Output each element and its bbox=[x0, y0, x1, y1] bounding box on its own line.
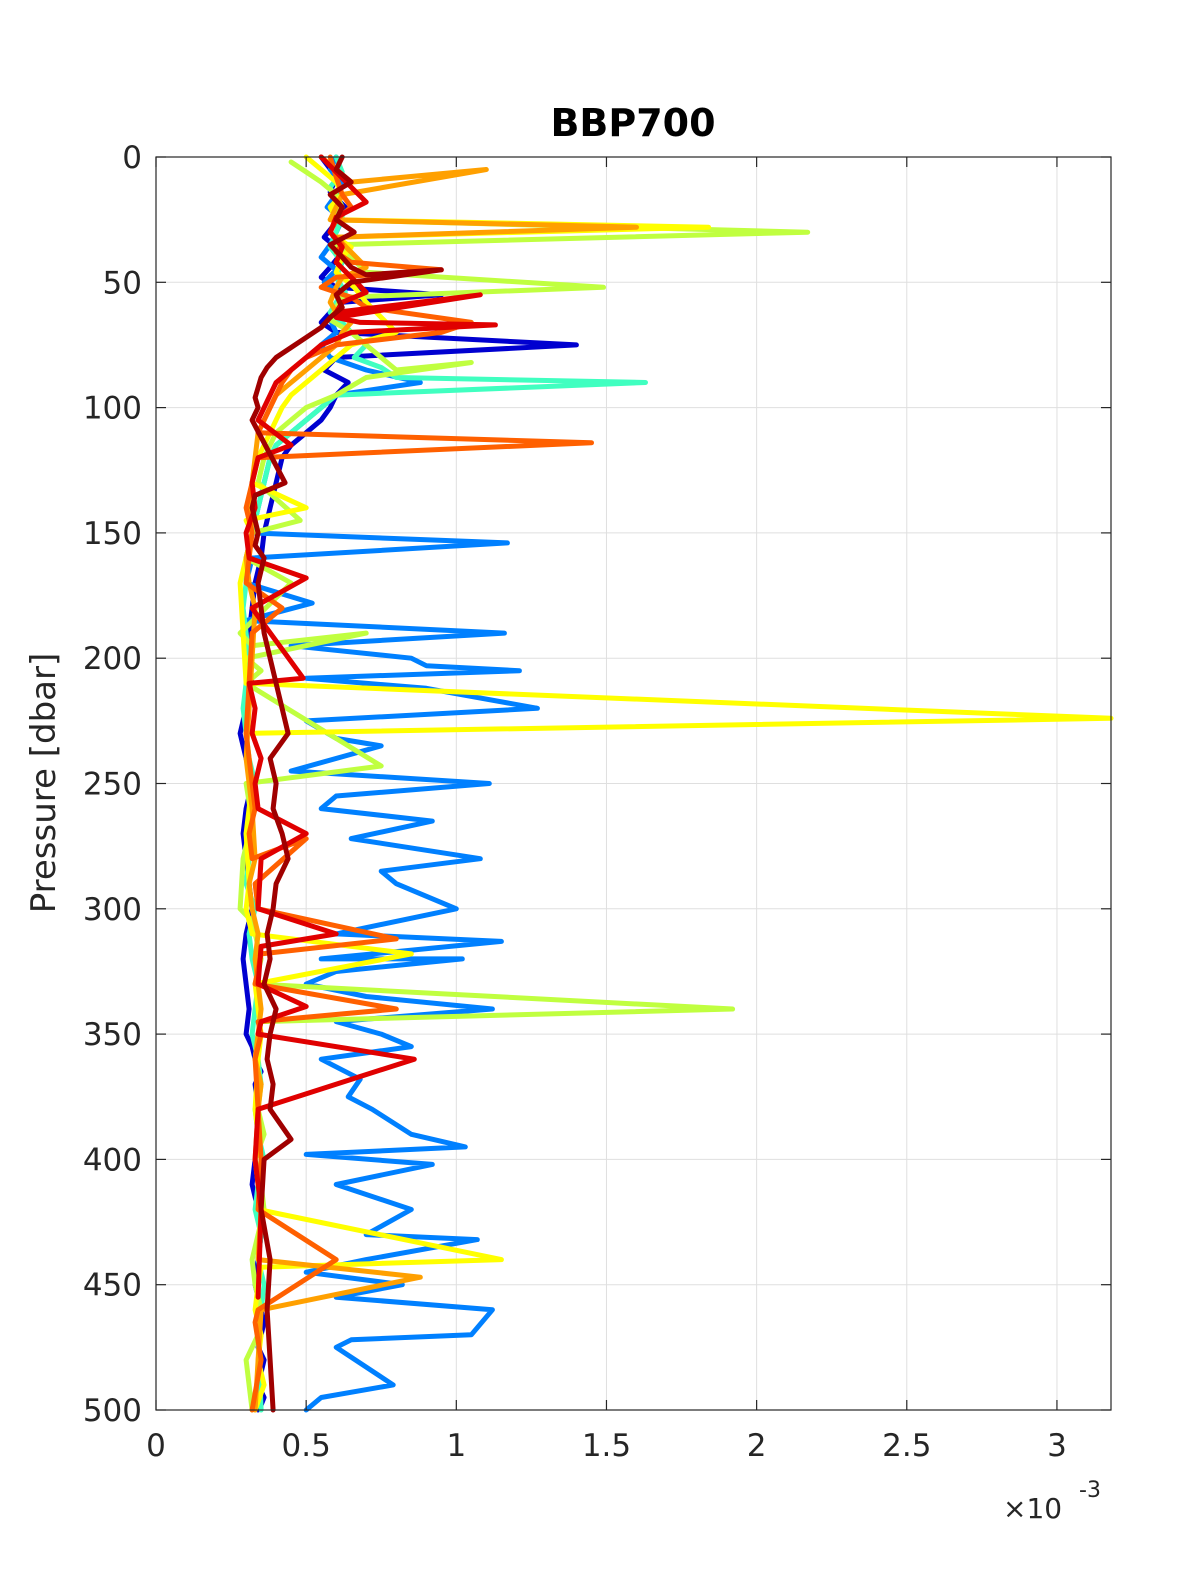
y-tick-label: 300 bbox=[83, 892, 142, 928]
y-tick-label: 350 bbox=[83, 1017, 142, 1053]
y-axis-label: Pressure [dbar] bbox=[24, 653, 64, 914]
y-tick-label: 200 bbox=[83, 641, 142, 677]
y-tick-label: 50 bbox=[103, 265, 142, 301]
series-line-9 bbox=[249, 154, 444, 1413]
x-exponent-power: -3 bbox=[1079, 1478, 1101, 1503]
series-line-4 bbox=[237, 159, 811, 1413]
axis-ticks: 0 0.5 1 1.5 2 2.5 3 0 50 100 150 200 250 300 350 400 450… bbox=[83, 140, 1111, 1464]
y-tick-label: 250 bbox=[83, 767, 142, 803]
x-tick-label: 1 bbox=[446, 1428, 466, 1464]
y-tick-label: 500 bbox=[83, 1393, 142, 1429]
x-exponent-label: ×10 -3 bbox=[1003, 1478, 1101, 1525]
y-tick-label: 150 bbox=[83, 516, 142, 552]
x-exponent-base: ×10 bbox=[1003, 1492, 1062, 1525]
x-tick-label: 3 bbox=[1047, 1428, 1067, 1464]
x-tick-label: 0 bbox=[146, 1428, 166, 1464]
y-tick-label: 400 bbox=[83, 1142, 142, 1178]
series-line-8 bbox=[243, 154, 498, 1300]
series-lines bbox=[237, 154, 1114, 1413]
x-tick-label: 0.5 bbox=[282, 1428, 331, 1464]
x-tick-label: 1.5 bbox=[582, 1428, 631, 1464]
chart-title: BBP700 bbox=[550, 101, 715, 145]
series-line-2 bbox=[243, 154, 540, 1413]
y-tick-label: 450 bbox=[83, 1268, 142, 1304]
y-tick-label: 100 bbox=[83, 391, 142, 427]
y-tick-label: 0 bbox=[122, 140, 142, 176]
x-tick-label: 2.5 bbox=[882, 1428, 931, 1464]
x-tick-label: 2 bbox=[747, 1428, 767, 1464]
